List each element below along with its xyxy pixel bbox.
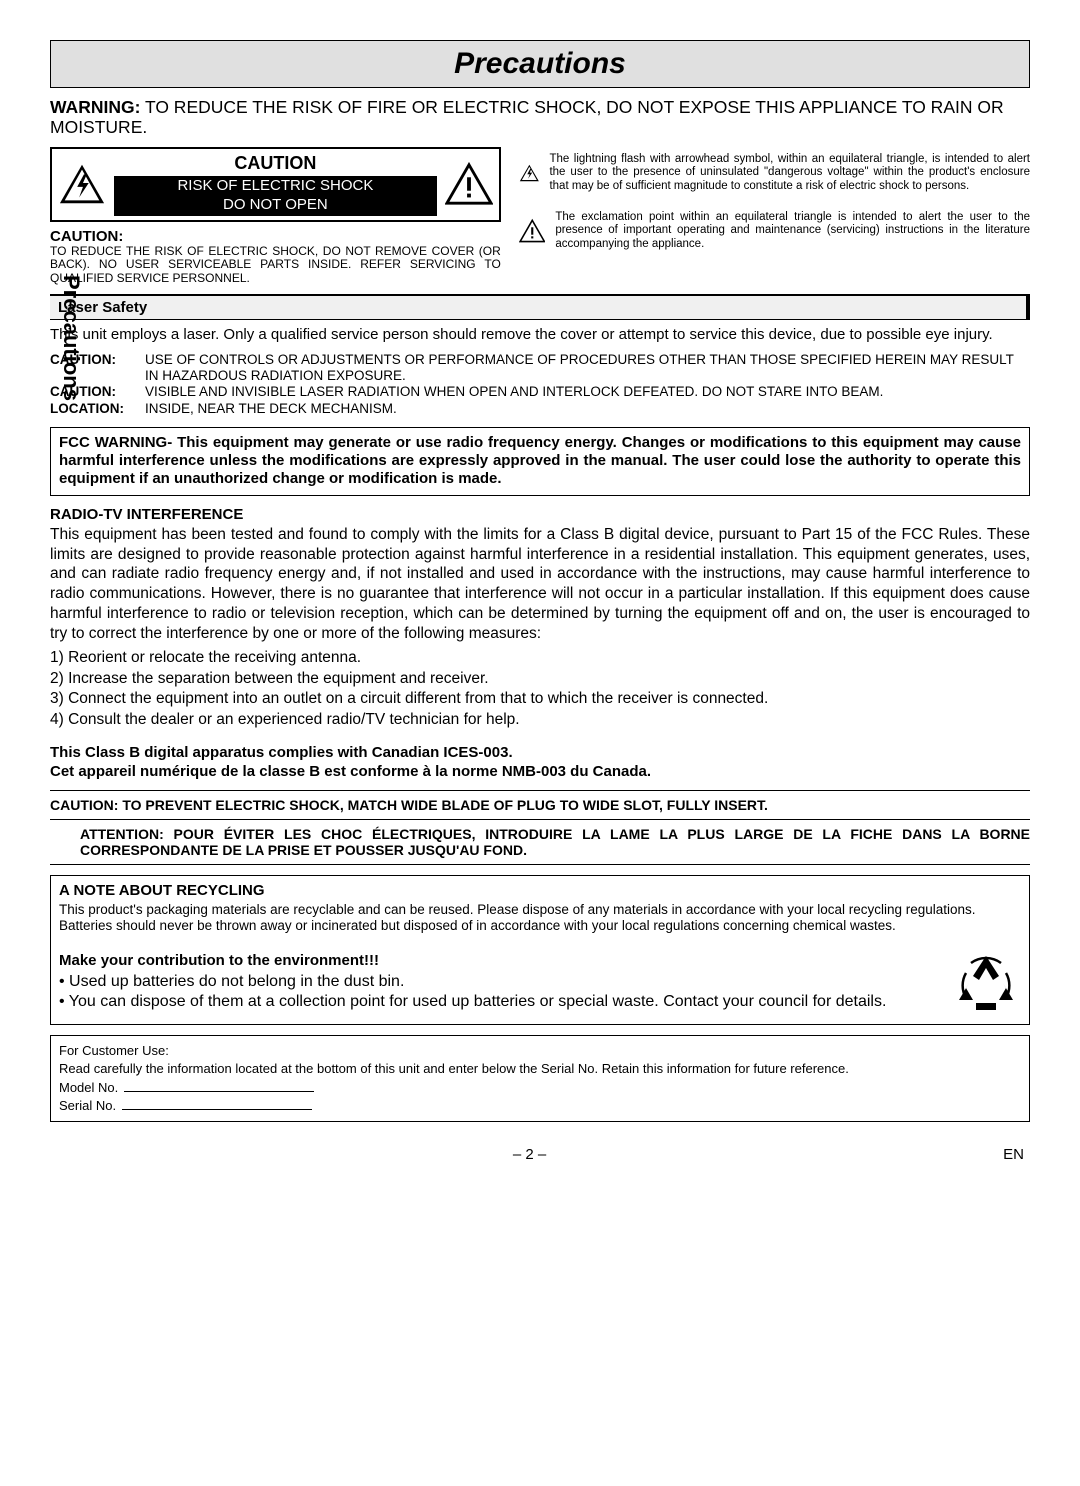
page-title-bar: Precautions [50, 40, 1030, 88]
bolt-explain-text: The lightning flash with arrowhead symbo… [549, 153, 1030, 194]
warning-line: WARNING: TO REDUCE THE RISK OF FIRE OR E… [50, 98, 1030, 137]
bolt-triangle-icon [58, 162, 106, 206]
laser-row-text: USE OF CONTROLS OR ADJUSTMENTS OR PERFOR… [145, 352, 1030, 384]
bolt-explain-row: The lightning flash with arrowhead symbo… [519, 147, 1030, 199]
plug-caution-fr: ATTENTION: POUR ÉVITER LES CHOC ÉLECTRIQ… [50, 826, 1030, 858]
fcc-warning-box: FCC WARNING- This equipment may generate… [50, 427, 1030, 496]
serial-label: Serial No. [59, 1097, 116, 1115]
customer-text: Read carefully the information located a… [59, 1060, 1021, 1078]
customer-box: For Customer Use: Read carefully the inf… [50, 1035, 1030, 1122]
customer-title: For Customer Use: [59, 1042, 1021, 1060]
exclaim-triangle-icon [445, 162, 493, 206]
page-footer: – 2 – EN [50, 1146, 1030, 1163]
radio-tv-subhead: RADIO-TV INTERFERENCE [50, 506, 1030, 523]
laser-row-text: VISIBLE AND INVISIBLE LASER RADIATION WH… [145, 384, 1030, 400]
recycling-bullet: • You can dispose of them at a collectio… [59, 992, 935, 1012]
list-item: 3) Connect the equipment into an outlet … [50, 689, 1030, 709]
fcc-box-text: This equipment may generate or use radio… [59, 434, 1021, 488]
caution-sub-text: TO REDUCE THE RISK OF ELECTRIC SHOCK, DO… [50, 245, 501, 286]
recycling-header: A NOTE ABOUT RECYCLING [59, 882, 1021, 900]
list-item: 2) Increase the separation between the e… [50, 669, 1030, 689]
exclaim-triangle-icon [519, 205, 546, 257]
caution-title: CAUTION [114, 153, 437, 174]
recycling-p1: This product's packaging materials are r… [59, 902, 1021, 918]
plug-caution-en: CAUTION: TO PREVENT ELECTRIC SHOCK, MATC… [50, 797, 1030, 813]
bolt-triangle-icon [519, 147, 540, 199]
page-lang: EN [1003, 1146, 1024, 1163]
radio-tv-steps: 1) Reorient or relocate the receiving an… [50, 648, 1030, 730]
laser-row-label: LOCATION: [50, 401, 145, 417]
side-tab: Precautions [58, 275, 84, 401]
page-title: Precautions [454, 47, 626, 80]
divider [50, 790, 1030, 791]
caution-box: CAUTION RISK OF ELECTRIC SHOCKDO NOT OPE… [50, 147, 501, 222]
laser-header: Laser Safety [50, 294, 1030, 320]
page-number: – 2 – [513, 1146, 546, 1163]
compliance-block: This Class B digital apparatus complies … [50, 744, 1030, 782]
fcc-box-label: FCC WARNING- [59, 434, 172, 451]
compliance-en: This Class B digital apparatus complies … [50, 744, 1030, 763]
laser-intro: This unit employs a laser. Only a qualif… [50, 326, 1030, 344]
list-item: 1) Reorient or relocate the receiving an… [50, 648, 1030, 668]
serial-field[interactable] [122, 1098, 312, 1110]
model-field[interactable] [124, 1080, 314, 1092]
caution-row: CAUTION RISK OF ELECTRIC SHOCKDO NOT OPE… [50, 147, 1030, 286]
warning-label: WARNING: [50, 97, 140, 117]
caution-sub-label: CAUTION: [50, 228, 123, 245]
list-item: 4) Consult the dealer or an experienced … [50, 710, 1030, 730]
recycle-icon [951, 948, 1021, 1018]
compliance-fr: Cet appareil numérique de la classe B es… [50, 763, 1030, 782]
recycling-p2: Batteries should never be thrown away or… [59, 918, 1021, 934]
recycling-bullet: • Used up batteries do not belong in the… [59, 972, 935, 992]
divider [50, 864, 1030, 865]
model-label: Model No. [59, 1079, 118, 1097]
divider [50, 819, 1030, 820]
exclaim-explain-text: The exclamation point within an equilate… [555, 211, 1030, 252]
laser-row-text: INSIDE, NEAR THE DECK MECHANISM. [145, 401, 1030, 417]
caution-sub: CAUTION: TO REDUCE THE RISK OF ELECTRIC … [50, 228, 501, 286]
recycling-sub: Make your contribution to the environmen… [59, 952, 935, 970]
recycling-box: A NOTE ABOUT RECYCLING This product's pa… [50, 875, 1030, 1026]
exclaim-explain-row: The exclamation point within an equilate… [519, 205, 1030, 257]
laser-table: CAUTION:USE OF CONTROLS OR ADJUSTMENTS O… [50, 352, 1030, 417]
warning-text: TO REDUCE THE RISK OF FIRE OR ELECTRIC S… [50, 97, 1004, 137]
radio-tv-para: This equipment has been tested and found… [50, 525, 1030, 644]
caution-risk: RISK OF ELECTRIC SHOCKDO NOT OPEN [114, 176, 437, 216]
